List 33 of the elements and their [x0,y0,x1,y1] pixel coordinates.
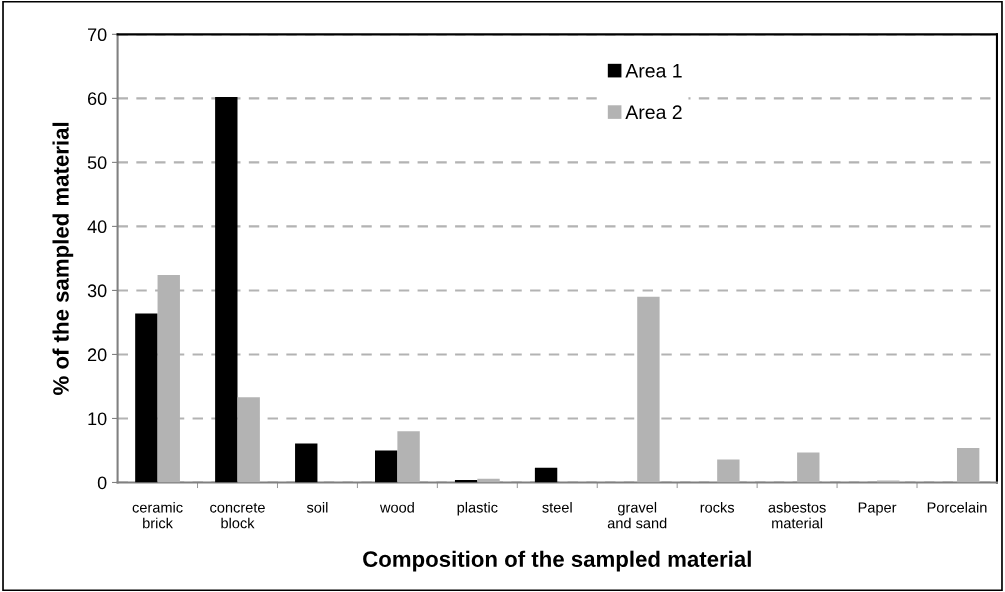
bar [956,447,980,483]
bar [375,450,398,483]
bar [295,443,318,483]
bar [135,313,158,483]
x-tick-label: soil [306,501,328,513]
x-tick-label: asbestos material [768,501,826,529]
x-tick-label: plastic [457,501,498,516]
bar [717,459,740,483]
legend-label: Area 1 [625,64,682,78]
y-tick-label: 50 [87,156,107,170]
x-tick-label: steel [542,501,572,513]
x-tick-label: concrete block [210,503,265,529]
bar [397,431,420,483]
y-tick-label: 0 [97,476,107,490]
y-tick-label: 70 [88,28,107,42]
x-tick-label: rocks [700,501,735,513]
legend-label: Area 2 [625,105,682,120]
bar [797,452,820,483]
bar [534,467,558,483]
x-tick-label: gravel and sand [607,501,667,529]
x-axis-title: Composition of the sampled material [363,550,751,572]
x-tick-label: Porcelain [927,501,987,513]
x-tick-label: wood [379,501,414,513]
bar [215,97,238,483]
y-tick-label: 40 [87,220,107,234]
x-tick-label: ceramic brick [132,501,183,529]
y-tick-label: 20 [88,348,107,362]
y-tick-label: 60 [88,92,107,106]
x-tick-label: Paper [858,502,897,516]
y-tick-label: 30 [87,284,107,298]
y-axis-title: % of the sampled material [52,122,74,395]
y-tick-label: 10 [88,412,107,426]
bar [237,397,260,483]
